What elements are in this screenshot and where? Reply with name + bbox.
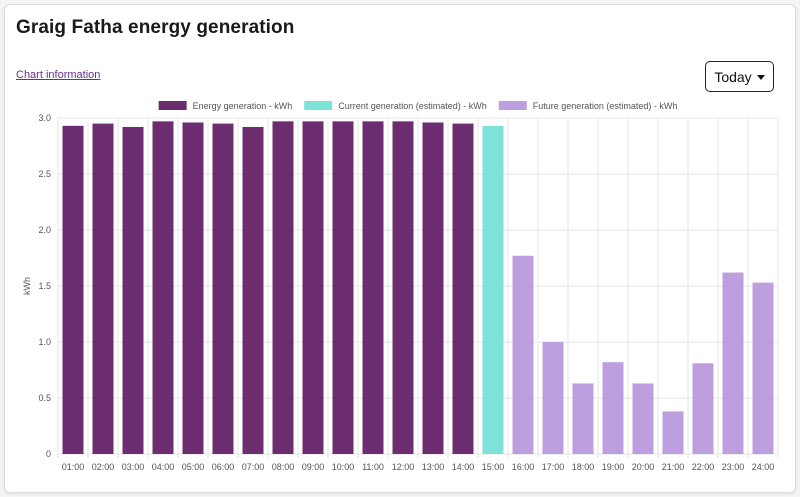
bar-2300[interactable] [722,272,744,454]
chart-legend: Energy generation - kWh Current generatio… [158,101,678,111]
y-tick-label: 2.0 [38,225,51,235]
bar-2100[interactable] [662,411,684,454]
x-tick-label: 01:00 [62,462,85,472]
chart-bars [62,121,774,455]
legend-swatch-future[interactable] [498,101,527,110]
bar-0500[interactable] [182,122,204,454]
x-tick-label: 14:00 [452,462,475,472]
x-tick-label: 03:00 [122,462,145,472]
bar-1000[interactable] [332,121,354,455]
bar-2400[interactable] [752,282,774,454]
x-tick-label: 16:00 [512,462,535,472]
y-tick-label: 3.0 [38,113,51,123]
caret-down-icon [756,74,765,80]
bar-1500[interactable] [482,125,504,454]
chart-information-link[interactable]: Chart information [16,69,101,81]
y-tick-label: 0.5 [38,393,51,403]
x-tick-label: 07:00 [242,462,265,472]
x-tick-label: 15:00 [482,462,505,472]
x-tick-label: 24:00 [752,462,775,472]
bar-1800[interactable] [572,383,594,454]
legend-swatch-actual[interactable] [158,101,187,110]
legend-label-future[interactable]: Future generation (estimated) - kWh [533,101,678,111]
y-tick-label: 1.5 [38,281,51,291]
x-tick-label: 22:00 [692,462,715,472]
period-dropdown-label: Today [714,68,752,85]
legend-label-actual[interactable]: Energy generation - kWh [193,101,293,111]
bar-0200[interactable] [92,123,114,454]
period-dropdown-button[interactable]: Today [705,61,774,92]
legend-swatch-current[interactable] [304,101,333,110]
y-tick-label: 1.0 [38,337,51,347]
bar-2200[interactable] [692,363,714,454]
bar-0600[interactable] [212,123,234,454]
x-tick-label: 05:00 [182,462,205,472]
bar-1400[interactable] [452,123,474,454]
page-title: Graig Fatha energy generation [16,17,295,38]
x-tick-label: 09:00 [302,462,325,472]
x-tick-label: 23:00 [722,462,745,472]
y-axis-ticks: 0 0.5 1.0 1.5 2.0 2.5 3.0 [38,113,51,459]
x-tick-label: 18:00 [572,462,595,472]
bar-1600[interactable] [512,255,534,454]
y-tick-label: 2.5 [38,169,51,179]
bar-0900[interactable] [302,121,324,455]
x-tick-label: 20:00 [632,462,655,472]
x-axis-ticks: 01:00 02:00 03:00 04:00 05:00 06:00 07:00 08:00… [62,462,775,472]
bar-1900[interactable] [602,362,624,454]
bar-0300[interactable] [122,126,144,455]
bar-0800[interactable] [272,121,294,455]
legend-label-current[interactable]: Current generation (estimated) - kWh [338,101,487,111]
bar-2000[interactable] [632,383,654,454]
bar-1200[interactable] [392,121,414,455]
x-tick-label: 21:00 [662,462,685,472]
x-tick-label: 08:00 [272,462,295,472]
x-tick-label: 19:00 [602,462,625,472]
bar-0400[interactable] [152,121,174,455]
chart-grid [57,117,779,458]
x-tick-label: 02:00 [92,462,115,472]
x-tick-label: 10:00 [332,462,355,472]
x-tick-label: 06:00 [212,462,235,472]
y-tick-label: 0 [46,449,51,459]
x-tick-label: 04:00 [152,462,175,472]
x-tick-label: 17:00 [542,462,565,472]
bar-0100[interactable] [62,125,84,454]
bar-0700[interactable] [242,126,264,455]
x-tick-label: 12:00 [392,462,415,472]
bar-1100[interactable] [362,121,384,455]
bar-1300[interactable] [422,122,444,454]
y-axis-label: kWh [22,277,32,295]
x-tick-label: 13:00 [422,462,445,472]
x-tick-label: 11:00 [362,462,384,472]
bar-1700[interactable] [542,342,564,454]
